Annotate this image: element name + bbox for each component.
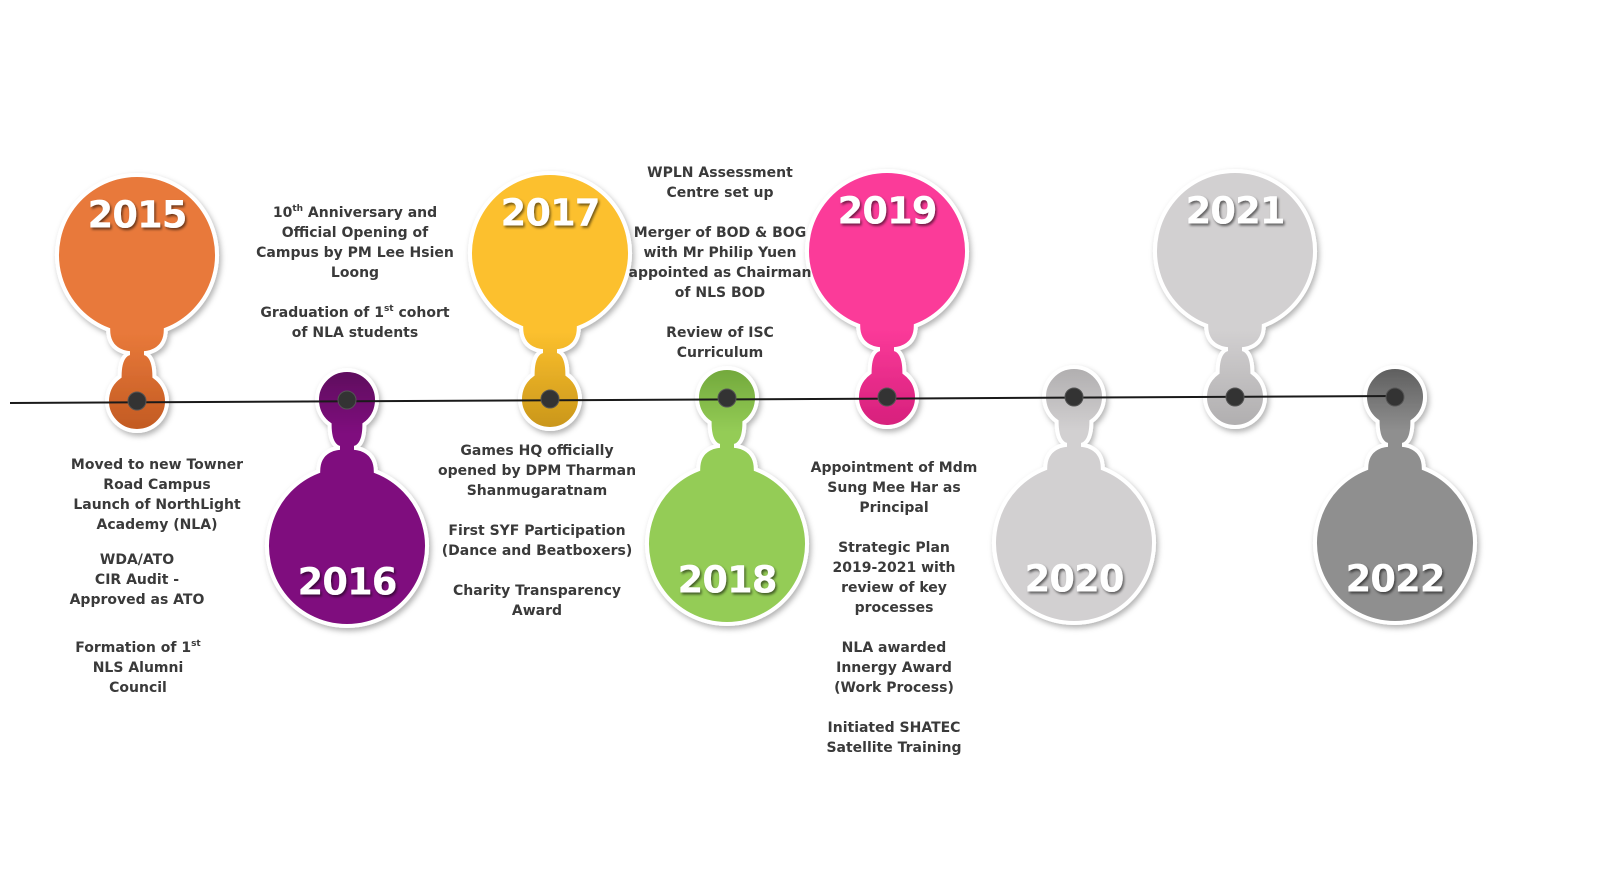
timeline-dot-2022 — [1385, 387, 1405, 407]
pin-shape-2019 — [805, 169, 969, 429]
year-label-2018: 2018 — [678, 559, 777, 602]
notes-2015-alumni: Formation of 1st NLS Alumni Council — [75, 638, 201, 698]
notes-2018: WPLN Assessment Centre set up Merger of … — [628, 163, 811, 363]
year-label-2022: 2022 — [1346, 558, 1445, 601]
note-2019-principal: Appointment of Mdm Sung Mee Har as Princ… — [810, 460, 978, 516]
timeline-dot-2021 — [1225, 387, 1245, 407]
notes-2015: Moved to new Towner Road Campus Launch o… — [70, 455, 244, 640]
year-label-2015: 2015 — [88, 194, 187, 237]
note-2015-cir-audit: WDA/ATO CIR Audit - Approved as ATO — [69, 552, 205, 608]
pin-shape-2015 — [55, 173, 219, 433]
timeline-axis-line — [9, 395, 1401, 404]
note-2018-merger: Merger of BOD & BOG with Mr Philip Yuen … — [628, 225, 812, 301]
note-2016-graduation: Graduation of 1st cohort of NLA students — [260, 304, 450, 342]
timeline-dot-2020 — [1064, 387, 1084, 407]
pin-shape-2020 — [992, 365, 1156, 625]
pin-shape-2021 — [1153, 169, 1317, 429]
milestone-pin-2017: 2017 — [468, 171, 632, 431]
note-2015-move-campus: Moved to new Towner Road Campus Launch o… — [70, 457, 244, 533]
note-2016-anniversary: 10th Anniversary and Official Opening of… — [256, 204, 454, 282]
note-2018-wpln: WPLN Assessment Centre set up — [647, 165, 793, 201]
notes-2017: Games HQ officially opened by DPM Tharma… — [438, 441, 636, 621]
milestone-pin-2015: 2015 — [55, 173, 219, 433]
pin-shape-2016 — [265, 368, 429, 628]
timeline-dot-2018 — [717, 388, 737, 408]
note-2019-innergy-award: NLA awarded Innergy Award (Work Process) — [834, 640, 954, 696]
timeline-dot-2017 — [540, 389, 560, 409]
notes-2016: 10th Anniversary and Official Opening of… — [256, 203, 454, 343]
note-2017-charity-award: Charity Transparency Award — [452, 583, 622, 619]
year-label-2020: 2020 — [1025, 558, 1124, 601]
milestone-pin-2016: 2016 — [265, 368, 429, 628]
timeline-dot-2016 — [337, 390, 357, 410]
pin-shape-2017 — [468, 171, 632, 431]
pin-shape-2022 — [1313, 365, 1477, 625]
pin-shape-2018 — [645, 366, 809, 626]
dots-layer — [127, 387, 1405, 411]
timeline-dot-2015 — [127, 391, 147, 411]
note-2015-alumni-council: Formation of 1st NLS Alumni Council — [75, 639, 201, 697]
year-label-2019: 2019 — [838, 190, 937, 233]
note-2018-isc-review: Review of ISC Curriculum — [666, 325, 774, 361]
milestone-pin-2018: 2018 — [645, 366, 809, 626]
note-2017-syf: First SYF Participation (Dance and Beatb… — [441, 523, 633, 559]
notes-2019: Appointment of Mdm Sung Mee Har as Princ… — [811, 458, 978, 758]
timeline-dot-2019 — [877, 387, 897, 407]
note-2017-games-hq: Games HQ officially opened by DPM Tharma… — [437, 443, 637, 499]
note-2019-shatec: Initiated SHATEC Satellite Training — [826, 720, 962, 756]
year-label-2021: 2021 — [1186, 190, 1285, 233]
milestone-pin-2021: 2021 — [1153, 169, 1317, 429]
milestone-pin-2019: 2019 — [805, 169, 969, 429]
year-label-2016: 2016 — [298, 561, 397, 604]
note-2019-strategic-plan: Strategic Plan 2019-2021 with review of … — [832, 540, 956, 616]
milestone-pin-2022: 2022 — [1313, 365, 1477, 625]
pins-layer: 2015 2016 2017 2018 2019 2020 2021 2022 — [55, 169, 1477, 628]
year-label-2017: 2017 — [501, 192, 600, 235]
milestone-pin-2020: 2020 — [992, 365, 1156, 625]
